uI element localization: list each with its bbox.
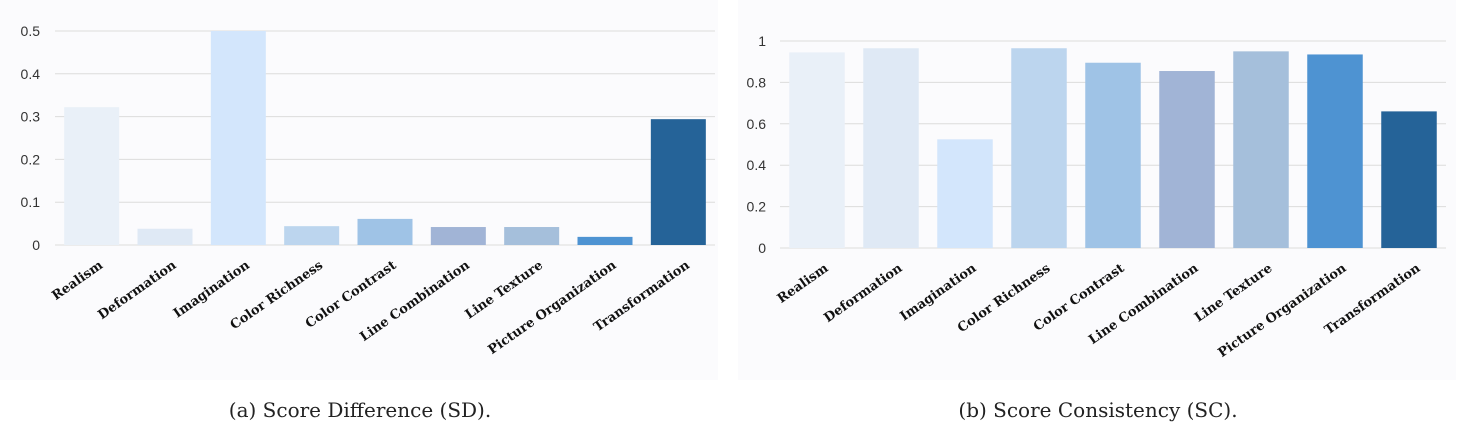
bar <box>1159 71 1215 248</box>
chart-area-a <box>0 0 718 380</box>
bar <box>137 228 193 245</box>
bar <box>937 139 993 248</box>
y-tick-label: 0.2 <box>21 151 41 167</box>
bar <box>1381 111 1437 248</box>
y-tick-label: 0.4 <box>747 157 767 173</box>
y-tick-label: 0.2 <box>747 199 767 215</box>
category-label: Deformation <box>95 258 179 323</box>
y-tick-label: 1 <box>758 33 766 49</box>
category-label: Realism <box>49 258 106 304</box>
panel-b: 0 0.2 0.4 0.6 0.8 1 Realism Deformation Imaginat… <box>738 0 1458 443</box>
y-tick-label: 0 <box>758 240 766 256</box>
bar <box>650 119 706 245</box>
panel-a: 0 0.1 0.2 0.3 0.4 0.5 Realism Deformation Imagin… <box>0 0 720 443</box>
chart-svg-b: 00.20.40.60.81RealismDeformationImaginat… <box>747 33 1446 361</box>
bar <box>210 31 266 245</box>
bar <box>1307 54 1363 248</box>
y-tick-label: 0.8 <box>747 74 767 90</box>
bar <box>1085 62 1141 248</box>
bar <box>863 48 919 249</box>
category-label: Realism <box>775 261 832 307</box>
y-tick-label: 0.1 <box>21 194 41 210</box>
bar <box>284 226 340 245</box>
y-tick-label: 0.4 <box>21 66 41 82</box>
caption-a: (a) Score Difference (SD). <box>228 398 492 422</box>
category-label: Picture Organization <box>1216 261 1350 361</box>
bar <box>577 236 633 245</box>
bar <box>1233 51 1289 248</box>
bar <box>504 227 560 245</box>
bar <box>357 218 413 245</box>
category-label: Deformation <box>821 261 905 326</box>
y-tick-label: 0.5 <box>21 23 41 39</box>
bar <box>1011 48 1067 249</box>
bar <box>64 107 120 246</box>
y-tick-label: 0 <box>32 237 40 253</box>
category-label: Picture Organization <box>486 258 620 358</box>
bar <box>789 52 845 249</box>
caption-b: (b) Score Consistency (SC). <box>958 398 1238 422</box>
y-tick-label: 0.6 <box>747 116 767 132</box>
chart-svg-a: 00.10.20.30.40.5RealismDeformationImagin… <box>21 23 715 358</box>
y-tick-label: 0.3 <box>21 109 41 125</box>
bar <box>430 227 486 245</box>
